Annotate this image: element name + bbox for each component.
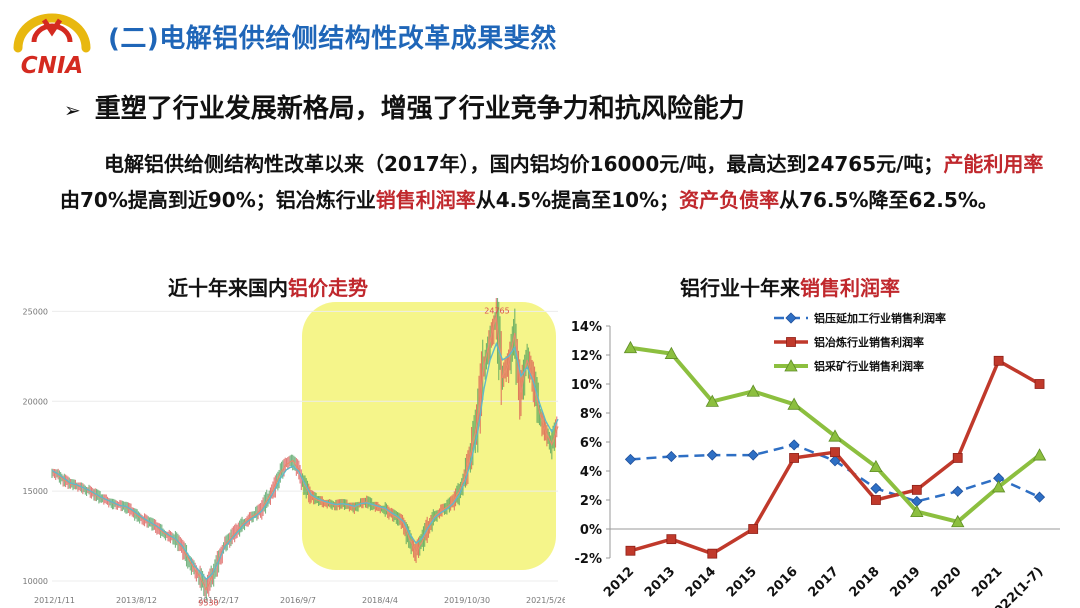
price-x-tick-label: 2012/1/11	[34, 596, 75, 605]
margin-y-tick-label: 0%	[580, 523, 602, 538]
para-part-3: 从4.5%提高至10%；	[475, 188, 680, 212]
margin-x-tick-label: 2016	[765, 564, 801, 600]
margin-data-point	[952, 485, 964, 497]
arrow-bullet-icon: ➢	[64, 98, 81, 122]
margin-x-tick-label: 2020	[928, 564, 964, 600]
keyword-profit-margin: 销售利润率	[375, 188, 476, 212]
price-x-tick-label: 2013/8/12	[116, 596, 157, 605]
margin-data-point	[1034, 379, 1045, 389]
margin-x-tick-label: 2015	[724, 564, 760, 600]
margin-data-point	[665, 450, 677, 463]
margin-data-point	[910, 504, 924, 517]
margin-y-tick-label: 2%	[580, 494, 602, 509]
price-x-tick-label: 2016/9/7	[280, 596, 316, 605]
margin-x-tick-label: 2014	[683, 564, 719, 600]
margin-data-point	[828, 429, 842, 442]
legend-marker	[786, 337, 796, 347]
price-y-tick-label: 10000	[23, 577, 48, 586]
legend-marker	[784, 359, 798, 372]
margin-chart-title: 铝行业十年来销售利润率	[680, 272, 900, 301]
margin-y-tick-label: 6%	[580, 436, 602, 451]
price-x-tick-label: 2015/2/17	[198, 596, 239, 605]
slide-title: (二)电解铝供给侧结构性改革成果斐然	[108, 24, 557, 54]
margin-data-point	[666, 534, 677, 545]
margin-data-point	[788, 439, 800, 451]
margin-data-point	[870, 482, 882, 494]
legend-label: 铝采矿行业销售利润率	[814, 359, 924, 373]
legend-label: 铝冶炼行业销售利润率	[814, 335, 924, 349]
margin-y-tick-label: 4%	[580, 465, 602, 480]
margin-data-point	[993, 355, 1004, 366]
price-x-tick-label: 2021/5/26	[526, 596, 565, 605]
aluminum-price-chart: 10000 15000 20000 25000 2012/1/11 2013/8/12 20…	[23, 298, 565, 607]
bullet-text: 重塑了行业发展新格局，增强了行业竞争力和抗风险能力	[94, 94, 745, 124]
summary-paragraph: 电解铝供给侧结构性改革以来（2017年），国内铝均价16000元/吨，最高达到2…	[60, 146, 1050, 218]
margin-data-point	[830, 447, 840, 458]
margin-x-tick-label: 2017	[806, 564, 842, 600]
price-high-annotation: 24765	[484, 307, 509, 316]
margin-data-point	[1032, 448, 1047, 461]
keyword-capacity-utilization: 产能利用率	[943, 152, 1044, 176]
price-chart-title-highlight: 铝价走势	[288, 276, 368, 300]
price-y-tick-label: 25000	[23, 307, 48, 316]
margin-chart-title-prefix: 铝行业十年来	[680, 276, 800, 300]
price-chart-title-prefix: 近十年来国内	[168, 276, 288, 300]
margin-data-point	[705, 394, 719, 407]
margin-data-point	[951, 514, 965, 528]
margin-x-tick-label: 2018	[847, 564, 883, 600]
margin-data-point	[664, 346, 679, 359]
margin-y-tick-label: -2%	[575, 552, 602, 567]
margin-data-point	[623, 340, 638, 354]
price-y-tick-label: 20000	[23, 397, 48, 406]
post-reform-highlight	[302, 302, 556, 570]
profit-margin-chart: -2%0%2%4%6%8%10%12%14%2012 2013 2014 2015 20…	[571, 311, 1060, 608]
price-x-tick-label: 2019/10/30	[444, 596, 490, 605]
margin-data-point	[911, 484, 922, 495]
margin-y-tick-label: 12%	[571, 349, 602, 364]
price-series-line	[51, 341, 559, 581]
margin-data-point	[1033, 491, 1046, 503]
margin-data-point	[707, 548, 718, 559]
margin-data-point	[624, 453, 637, 465]
bullet-heading: ➢ 重塑了行业发展新格局，增强了行业竞争力和抗风险能力	[64, 88, 745, 125]
price-x-tick-label: 2018/4/4	[362, 596, 398, 605]
legend-marker	[785, 312, 797, 324]
margin-y-tick-label: 8%	[580, 407, 602, 422]
margin-data-point	[829, 455, 841, 467]
margin-data-point	[706, 449, 718, 461]
margin-x-tick-label: 2012	[601, 564, 637, 600]
legend-label: 铝压延加工行业销售利润率	[814, 311, 946, 325]
para-part-4: 从76.5%降至62.5%。	[779, 188, 998, 212]
margin-data-point	[746, 384, 760, 397]
margin-data-point	[789, 453, 799, 463]
margin-x-tick-label: 2021	[969, 564, 1005, 600]
price-low-annotation: 9530	[198, 598, 218, 607]
cnia-logo: CNIA	[13, 13, 91, 78]
margin-data-point	[625, 545, 636, 556]
keyword-debt-ratio: 资产负债率	[679, 188, 780, 212]
margin-data-point	[869, 459, 883, 473]
para-part-2: 由70%提高到近90%；铝冶炼行业	[60, 188, 376, 212]
price-series-line	[51, 315, 559, 591]
margin-x-tick-label: 2013	[642, 564, 678, 600]
price-y-tick-label: 15000	[23, 487, 48, 496]
margin-data-point	[952, 453, 963, 463]
margin-y-tick-label: 14%	[571, 320, 602, 335]
margin-data-point	[787, 397, 801, 410]
price-chart-title: 近十年来国内铝价走势	[168, 272, 368, 301]
para-part-1: 电解铝供给侧结构性改革以来（2017年），国内铝均价16000元/吨，最高达到2…	[104, 152, 944, 176]
margin-x-tick-label: 2019	[887, 564, 923, 600]
margin-data-point	[748, 524, 759, 534]
margin-y-tick-label: 10%	[571, 378, 602, 393]
margin-chart-title-highlight: 销售利润率	[800, 276, 900, 300]
margin-data-point	[991, 480, 1006, 493]
margin-data-point	[871, 495, 881, 505]
logo-text: CNIA	[21, 53, 84, 78]
margin-data-point	[747, 449, 759, 461]
